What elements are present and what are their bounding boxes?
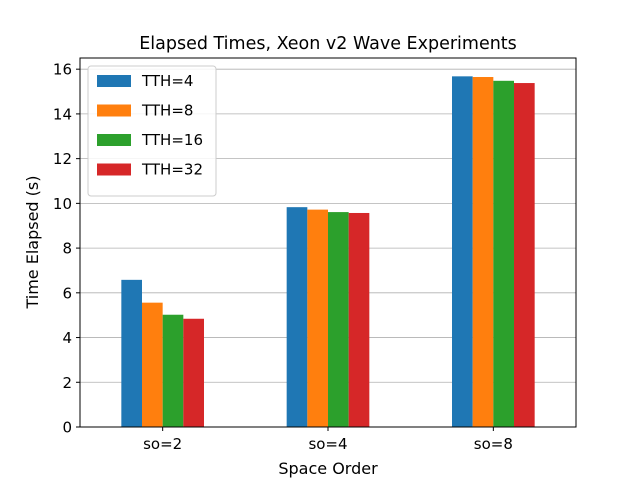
legend-label: TTH=32 [141,161,203,179]
bar [348,212,370,427]
y-tick-label: 8 [62,240,72,258]
x-tick-label: so=8 [474,435,513,453]
y-axis-label: Time Elapsed (s) [23,176,42,310]
bar [286,207,308,427]
bars-layer [121,76,535,427]
bar [307,209,328,427]
legend-label: TTH=8 [141,102,193,120]
bar [493,80,514,427]
bar [514,83,535,427]
legend-swatch [97,104,131,117]
x-tick-label: so=2 [143,435,182,453]
x-axis-label: Space Order [278,459,378,478]
y-tick-label: 14 [53,105,72,123]
y-tick-label: 0 [62,419,72,437]
legend-swatch [97,163,131,176]
y-tick-label: 2 [62,374,72,392]
bar [452,76,473,427]
bar [121,279,142,427]
y-tick-label: 6 [62,284,72,302]
chart-title: Elapsed Times, Xeon v2 Wave Experiments [139,34,517,54]
legend-label: TTH=4 [141,72,193,90]
legend-label: TTH=16 [141,131,203,149]
bar [142,302,163,427]
legend: TTH=4 TTH=8 TTH=16 TTH=32 [87,65,217,197]
y-tick-label: 16 [53,61,72,79]
y-tick-label: 12 [53,150,72,168]
axes-layer: 0 2 4 6 8 10 12 14 16 so=2 so=4 so=8 [53,57,577,453]
y-tick-label: 4 [62,329,72,347]
legend-swatch [97,75,131,87]
x-tick-label: so=4 [308,435,347,453]
bar [472,77,494,427]
legend-swatch [97,134,131,146]
y-tick-label: 10 [53,195,72,213]
bar [162,314,184,427]
bar [183,318,204,427]
bar [328,212,349,427]
